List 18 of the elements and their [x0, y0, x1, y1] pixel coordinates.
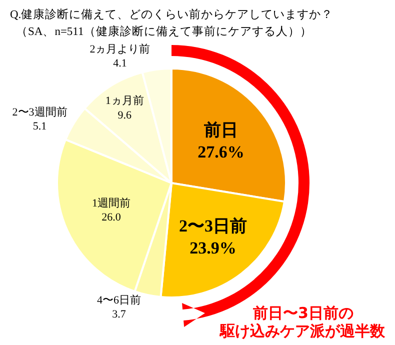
- slice-label: 2ヵ月より前: [90, 43, 150, 56]
- slice-label: 1ヵ月前: [105, 95, 144, 108]
- slice-label: 2〜3日前: [179, 216, 248, 236]
- data-label: 5.1: [32, 120, 47, 133]
- chart-title: Q.健康診断に備えて、どのくらい前からケアしていますか？: [10, 7, 334, 21]
- text: 駆け込みケア派が過半数: [219, 322, 386, 340]
- text: 前日〜3日前の: [252, 304, 354, 322]
- data-label: 3.7: [112, 308, 126, 321]
- slice-label: 2〜3週間前: [12, 106, 68, 118]
- data-label: 26.0: [102, 212, 122, 224]
- data-label: 4.1: [113, 58, 127, 70]
- slice-label: 1週間前: [92, 197, 130, 210]
- data-label: 23.9%: [190, 238, 236, 258]
- chart-subtitle: （SA、n=511（健康診断に備えて事前にケアする人））: [16, 24, 312, 38]
- slice-label: 4〜6日前: [97, 294, 141, 306]
- data-label: 9.6: [118, 109, 132, 122]
- slice-label: 前日: [203, 120, 238, 140]
- data-label: 27.6%: [198, 142, 244, 162]
